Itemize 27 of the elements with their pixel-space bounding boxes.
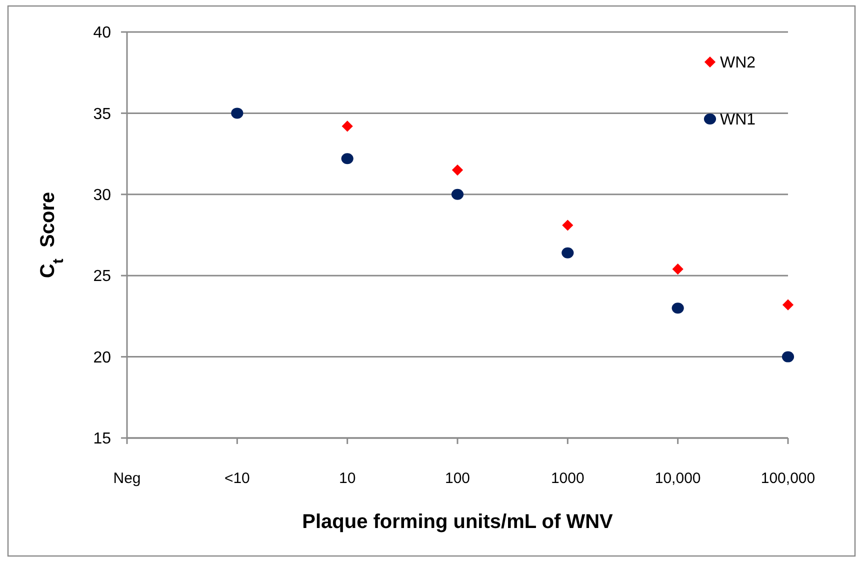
x-tick-label: 1000 (550, 470, 584, 487)
x-tick-label: 10 (338, 470, 356, 487)
x-tick-label: 100,000 (760, 470, 816, 487)
point (451, 188, 464, 200)
y-tick-label: 25 (93, 268, 112, 286)
y-tick-label: 35 (93, 106, 112, 123)
x-tick-label: 100 (444, 470, 470, 487)
point (231, 108, 244, 119)
point (672, 264, 684, 275)
y-tick-label: 30 (93, 187, 112, 204)
point (452, 164, 464, 176)
x-tick-label: Neg (113, 470, 141, 487)
y-tick-label: 40 (93, 24, 112, 42)
point (782, 351, 794, 362)
y-tick-label: 15 (93, 430, 112, 448)
x-tick-label: <10 (224, 470, 250, 487)
point (562, 247, 574, 258)
point (672, 302, 684, 314)
x-axis-title: Plaque forming units/mL of WNV (302, 511, 614, 533)
legend-label: WN2 (720, 54, 756, 72)
legend-label: WN1 (720, 112, 756, 129)
x-tick-label: 10,000 (654, 470, 701, 487)
y-tick-label: 20 (93, 349, 112, 366)
point (562, 220, 574, 231)
point (341, 153, 354, 164)
point (782, 299, 794, 310)
point (342, 120, 353, 132)
